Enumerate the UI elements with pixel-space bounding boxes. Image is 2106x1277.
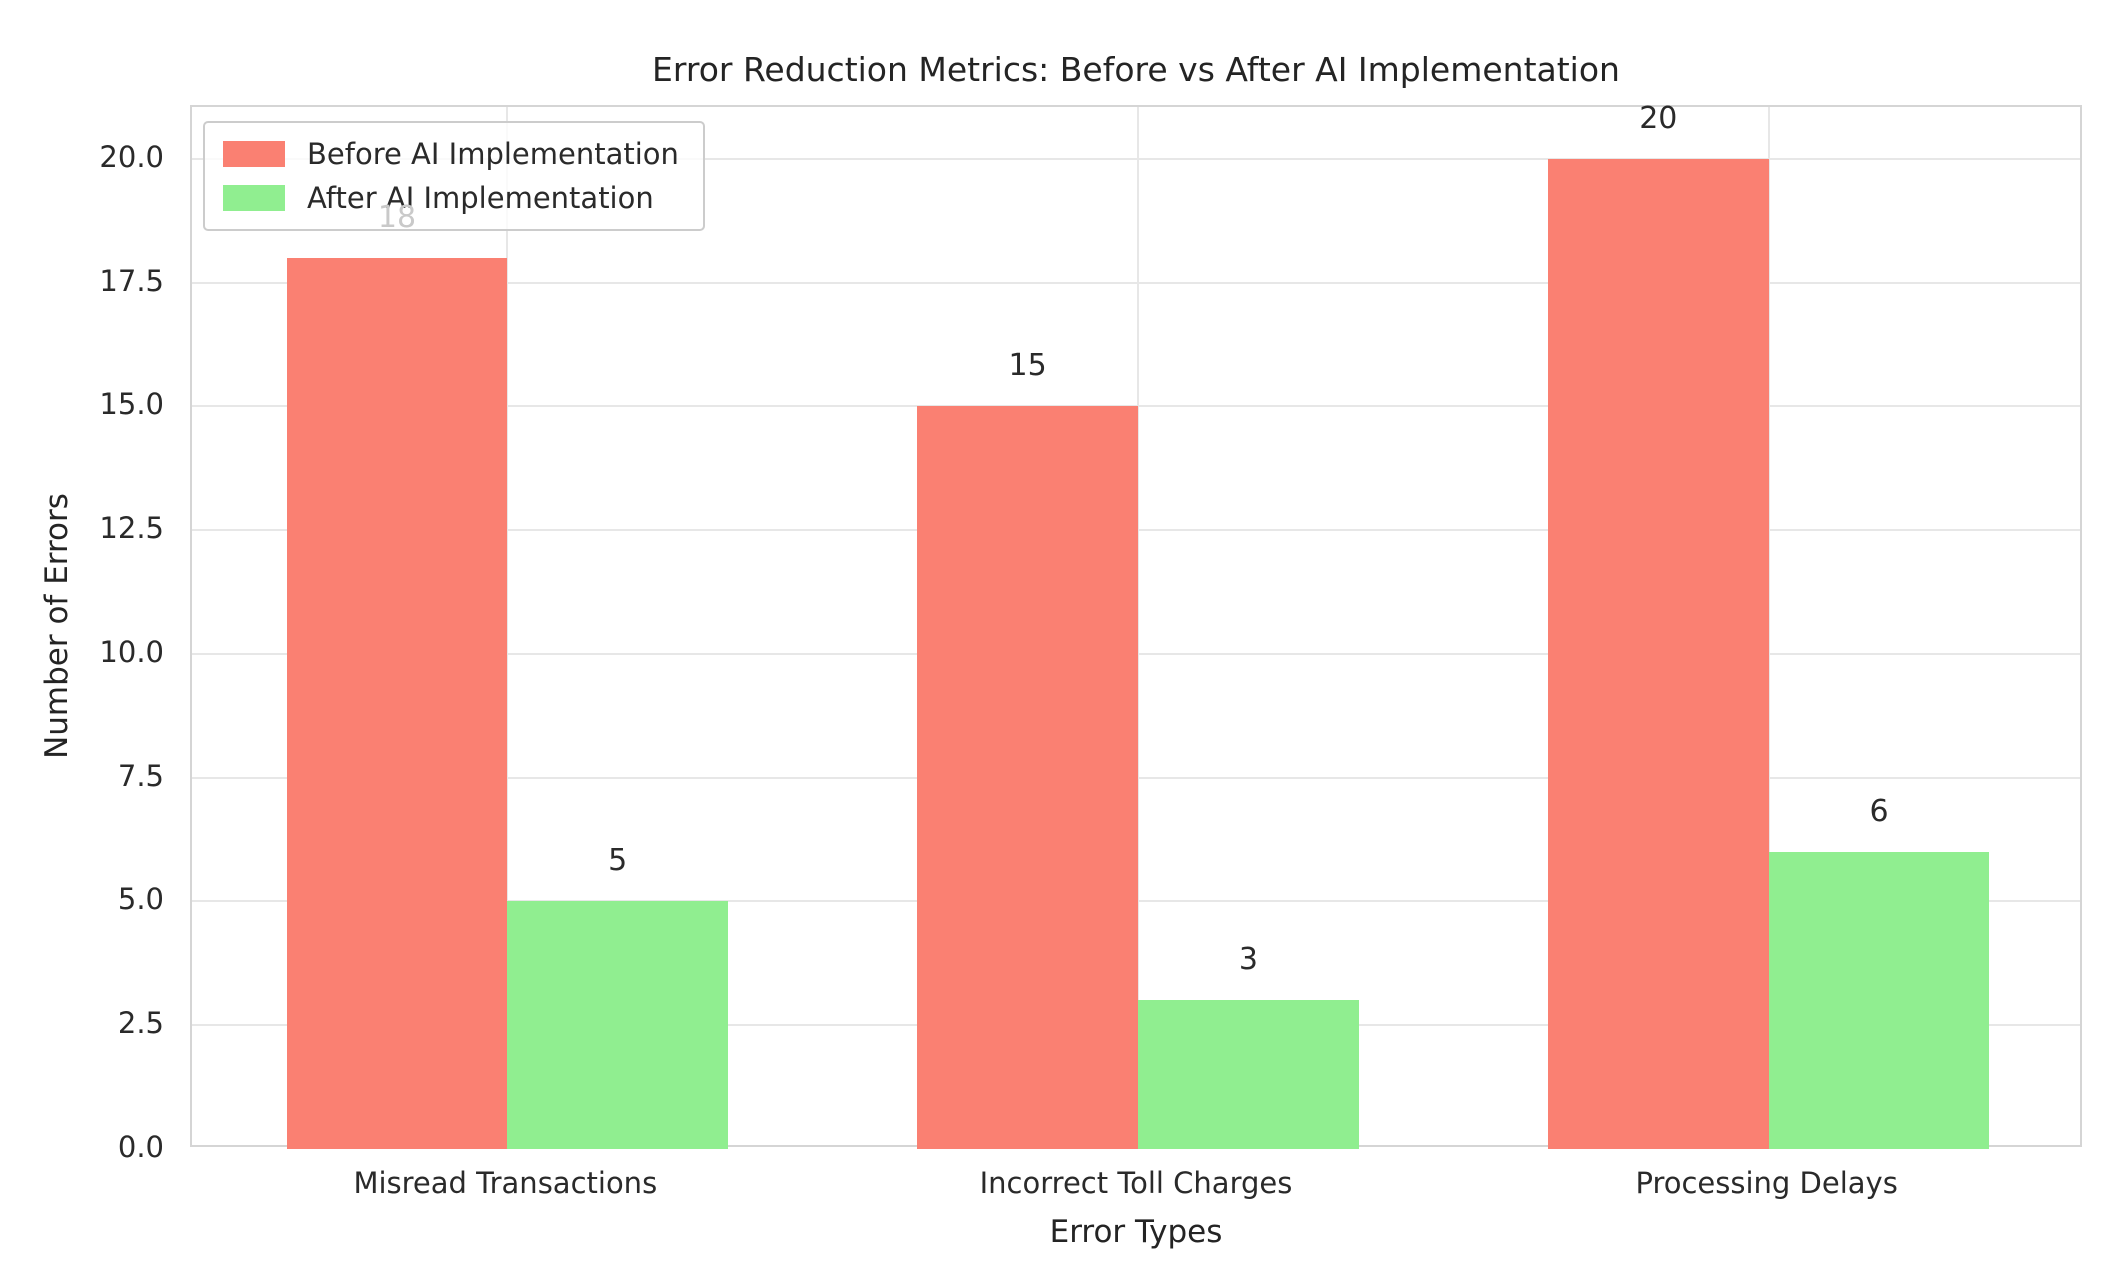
x-tick-label: Incorrect Toll Charges [979,1166,1293,1200]
x-tick-label: Misread Transactions [353,1166,658,1200]
bar-value-label: 3 [1238,942,1258,978]
y-tick-label: 5.0 [117,882,164,917]
bar-value-label: 18 [377,199,417,235]
y-tick-label: 2.5 [117,1006,164,1041]
bar-before-3 [1547,158,1769,1149]
x-gridline [1767,107,1770,1145]
y-gridline [192,157,2080,160]
bar-value-label: 20 [1639,100,1678,136]
y-gridline [192,281,2080,284]
bar-value-label: 6 [1869,793,1889,829]
y-tick-label: 20.0 [99,139,164,174]
bar-before-1 [286,257,508,1149]
x-gridline [506,107,509,1145]
bar-value-label: 15 [1008,348,1047,384]
legend-label-after: After AI Implementation [307,181,654,215]
y-tick-label: 7.5 [117,758,164,793]
bar-after-2 [1138,1000,1359,1149]
y-tick-label: 10.0 [99,634,164,669]
legend-swatch-before [223,141,285,167]
legend-swatch-after [223,185,285,211]
y-tick-label: 0.0 [117,1130,164,1164]
legend-entry-after: After AI Implementation [223,181,679,215]
legend-entry-before: Before AI Implementation [223,137,679,171]
bar-after-3 [1768,851,1990,1149]
legend: Before AI Implementation After AI Implem… [203,121,705,231]
legend-label-before: Before AI Implementation [307,137,679,171]
y-tick-label: 15.0 [99,387,164,422]
chart-title: Error Reduction Metrics: Before vs After… [652,50,1620,89]
y-tick-label: 17.5 [99,263,164,298]
x-gridline [1137,107,1139,1145]
plot-area: 18 15 20 5 3 6 [190,100,2082,1149]
y-tick-label: 12.5 [99,511,164,546]
bar-value-label: 5 [608,843,628,879]
x-axis-label: Error Types [1049,1214,1223,1250]
bar-after-1 [507,901,729,1149]
bar-before-2 [917,406,1138,1149]
x-tick-label: Processing Delays [1635,1166,1898,1200]
